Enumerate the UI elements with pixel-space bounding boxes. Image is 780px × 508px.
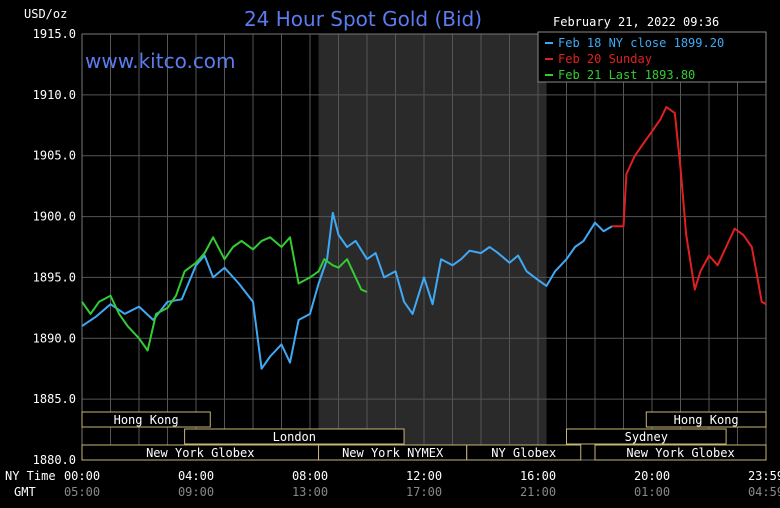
x-tick-labels: 00:00 05:00 04:00 09:00 08:00 13:00 12:00 17:00… xyxy=(64,469,780,499)
session-bar-label: New York Globex xyxy=(626,446,734,460)
session-bar-label: New York Globex xyxy=(146,446,254,460)
market-session-bars: Hong Kong Hong Kong London Sydney New York G… xyxy=(81,411,767,461)
shaded-market-hours xyxy=(318,34,547,460)
x-tick-label-gmt: 05:00 xyxy=(64,485,100,499)
series-line xyxy=(81,236,368,352)
legend-entry: Feb 21 Last 1893.80 xyxy=(558,68,695,82)
x-tick-label-ny: 23:59 xyxy=(748,469,780,483)
x-tick-label-gmt: 09:00 xyxy=(178,485,214,499)
y-tick-label: 1905.0 xyxy=(33,149,76,163)
session-bar-label: London xyxy=(273,430,316,444)
chart-title: 24 Hour Spot Gold (Bid) xyxy=(244,7,482,31)
legend: Feb 18 NY close 1899.20 Feb 20 Sunday Feb … xyxy=(537,31,767,83)
session-bar-label: Hong Kong xyxy=(114,413,179,427)
session-bar-label: New York NYMEX xyxy=(342,446,444,460)
session-bar xyxy=(184,428,405,445)
y-tick-label: 1915.0 xyxy=(33,27,76,41)
y-axis-label: USD/oz xyxy=(24,7,67,21)
x-tick-label-gmt: 17:00 xyxy=(406,485,442,499)
x-tick-label-ny: 12:00 xyxy=(406,469,442,483)
y-tick-label: 1910.0 xyxy=(33,88,76,102)
y-tick-label: 1880.0 xyxy=(33,453,76,467)
x-tick-label-ny: 20:00 xyxy=(634,469,670,483)
session-bar-label: Sydney xyxy=(625,430,668,444)
timestamp: February 21, 2022 09:36 xyxy=(553,15,719,29)
x-tick-label-gmt: 13:00 xyxy=(292,485,328,499)
session-bar xyxy=(645,411,767,428)
x-tick-label-ny: 08:00 xyxy=(292,469,328,483)
x-tick-label-ny: 00:00 xyxy=(64,469,100,483)
y-tick-labels: 1915.0 1910.0 1905.0 1900.0 1895.0 1890.0 1885… xyxy=(33,27,76,467)
x-tick-label-ny: 16:00 xyxy=(520,469,556,483)
session-bar xyxy=(594,444,767,461)
session-bar-label: NY Globex xyxy=(491,446,556,460)
y-tick-label: 1895.0 xyxy=(33,270,76,284)
price-lines xyxy=(81,106,767,370)
y-tick-label: 1890.0 xyxy=(33,331,76,345)
session-bar xyxy=(466,444,582,461)
series-line xyxy=(612,106,767,306)
legend-box xyxy=(537,31,767,83)
session-bar xyxy=(81,411,211,428)
x-tick-label-gmt: 04:59 xyxy=(748,485,780,499)
x-row-label-gmt: GMT xyxy=(14,485,36,499)
session-bar-label: Hong Kong xyxy=(674,413,739,427)
series-line xyxy=(81,211,613,370)
x-tick-label-gmt: 01:00 xyxy=(634,485,670,499)
x-tick-label-gmt: 21:00 xyxy=(520,485,556,499)
y-tick-label: 1900.0 xyxy=(33,210,76,224)
x-tick-label-ny: 04:00 xyxy=(178,469,214,483)
legend-entry: Feb 20 Sunday xyxy=(558,52,652,66)
y-tick-label: 1885.0 xyxy=(33,392,76,406)
session-bar xyxy=(566,428,727,445)
legend-entry: Feb 18 NY close 1899.20 xyxy=(558,36,724,50)
x-row-label-ny: NY Time xyxy=(5,469,56,483)
watermark: www.kitco.com xyxy=(85,49,236,73)
